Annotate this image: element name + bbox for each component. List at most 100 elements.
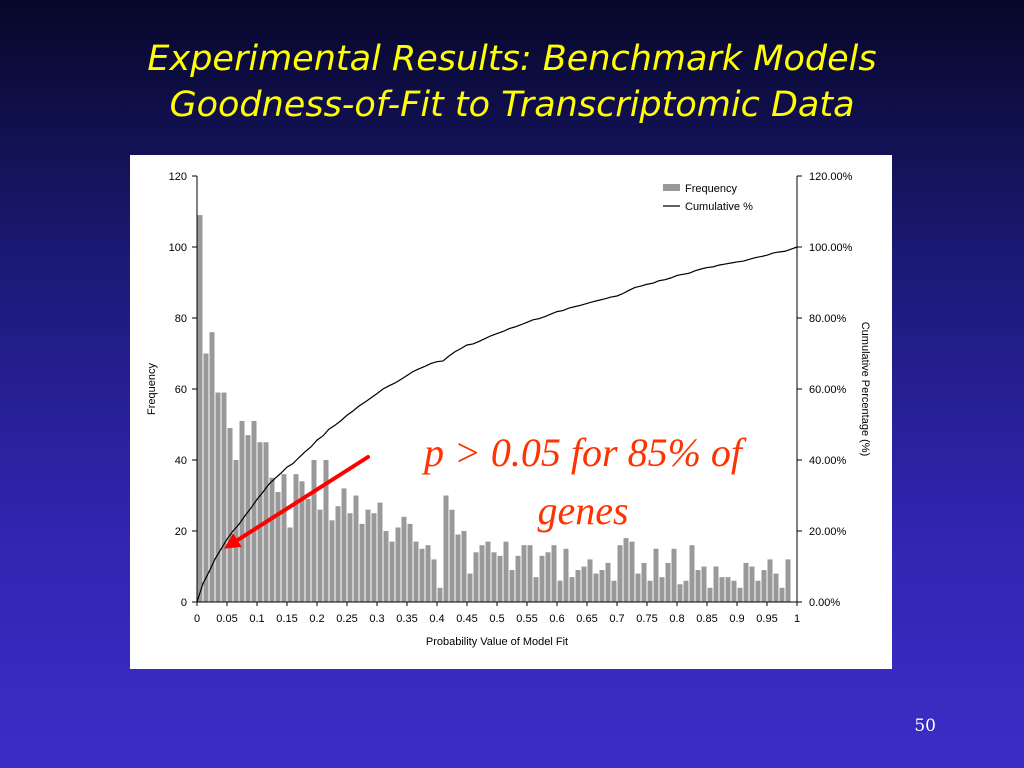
frequency-bar [197,215,203,603]
frequency-bar [497,555,503,602]
frequency-bar [521,545,527,602]
frequency-bar [257,442,263,602]
frequency-bar [347,513,353,602]
x-tick-label: 0.5 [489,613,504,625]
frequency-bar [311,460,317,602]
frequency-bar [473,552,479,602]
frequency-bar [773,573,779,602]
frequency-bar [209,332,215,602]
x-tick-label: 0.6 [549,613,564,625]
frequency-bar [677,584,683,602]
frequency-bar [623,538,629,602]
frequency-bar [515,555,521,602]
frequency-bar [617,545,623,602]
y-tick-label: 100 [169,242,187,254]
frequency-bar [665,562,671,602]
x-tick-label: 0.4 [429,613,444,625]
frequency-bar [569,577,575,602]
y-axis-label: Frequency [146,363,158,415]
frequency-bar [479,545,485,602]
slide-title-line2: Goodness-of-Fit to Transcriptomic Data [169,85,855,125]
page-number: 50 [914,716,936,736]
frequency-bar [785,559,791,602]
frequency-bar [275,491,281,602]
frequency-bar [593,573,599,602]
frequency-bar [335,506,341,602]
frequency-bar [323,460,329,602]
frequency-bar [545,552,551,602]
frequency-bar [437,587,443,602]
frequency-bar [317,509,323,602]
frequency-bar [401,516,407,602]
frequency-bar [509,570,515,602]
cumulative-line [196,246,798,603]
frequency-bar [383,531,389,602]
frequency-bar [743,562,749,602]
x-axis-label: Probability Value of Model Fit [426,636,568,648]
frequency-bar [755,580,761,602]
frequency-bar [533,577,539,602]
frequency-bar [341,488,347,602]
frequency-bar [455,534,461,602]
frequency-bar [629,541,635,602]
annotation-arrow-shaft [235,455,370,543]
x-tick-label: 0.1 [249,613,264,625]
frequency-bar [539,555,545,602]
frequency-bar [647,580,653,602]
frequency-bar [245,435,251,602]
frequency-bar [377,502,383,602]
frequency-bar [587,559,593,602]
y2-tick-label: 80.00% [809,313,847,325]
frequency-bar [737,587,743,602]
frequency-bar [371,513,377,602]
x-tick-label: 0.45 [456,613,477,625]
frequency-bar [431,559,437,602]
y-tick-label: 80 [175,313,187,325]
frequency-bar [659,577,665,602]
frequency-bar [767,559,773,602]
y-tick-label: 60 [175,384,187,396]
frequency-bar [641,562,647,602]
x-tick-label: 0.3 [369,613,384,625]
y-tick-label: 20 [175,526,187,538]
y-tick-label: 40 [175,455,187,467]
frequency-bar [671,548,677,602]
frequency-bar [389,541,395,602]
frequency-bar [527,545,533,602]
x-tick-label: 0.2 [309,613,324,625]
frequency-bar [299,481,305,602]
chart-panel: 0 20 40 60 80 100 120 0.00% 20.00% 40.00% 60.00% 80… [130,155,892,669]
legend-cumulative-label: Cumulative % [685,201,753,213]
frequency-bar [725,577,731,602]
frequency-bar [599,570,605,602]
x-tick-label: 0.55 [516,613,537,625]
frequency-bar [221,392,227,602]
y2-tick-label: 100.00% [809,242,853,254]
frequency-bar [551,545,557,602]
x-tick-label: 0.65 [576,613,597,625]
x-tick-label: 0 [194,613,200,625]
x-tick-label: 0.9 [729,613,744,625]
frequency-bar [425,545,431,602]
frequency-bar [293,474,299,602]
x-tick-label: 0.8 [669,613,684,625]
frequency-bar [713,566,719,602]
y2-tick-label: 120.00% [809,171,853,183]
annotation-text-line2: genes [537,488,628,533]
frequency-bar [239,420,245,602]
frequency-bar [491,552,497,602]
frequency-bar [353,495,359,602]
frequency-bar [695,570,701,602]
y2-axis-label: Cumulative Percentage (%) [859,322,871,457]
frequency-bar [365,509,371,602]
frequency-bar [557,580,563,602]
frequency-bar [605,562,611,602]
frequency-bar [611,580,617,602]
y-tick-label: 0 [181,597,187,609]
x-tick-label: 0.25 [336,613,357,625]
x-tick-label: 0.7 [609,613,624,625]
histogram-chart: 0 20 40 60 80 100 120 0.00% 20.00% 40.00% 60.00% 80… [146,171,871,648]
frequency-bar [485,541,491,602]
frequency-bar [581,566,587,602]
frequency-bar [329,520,335,602]
